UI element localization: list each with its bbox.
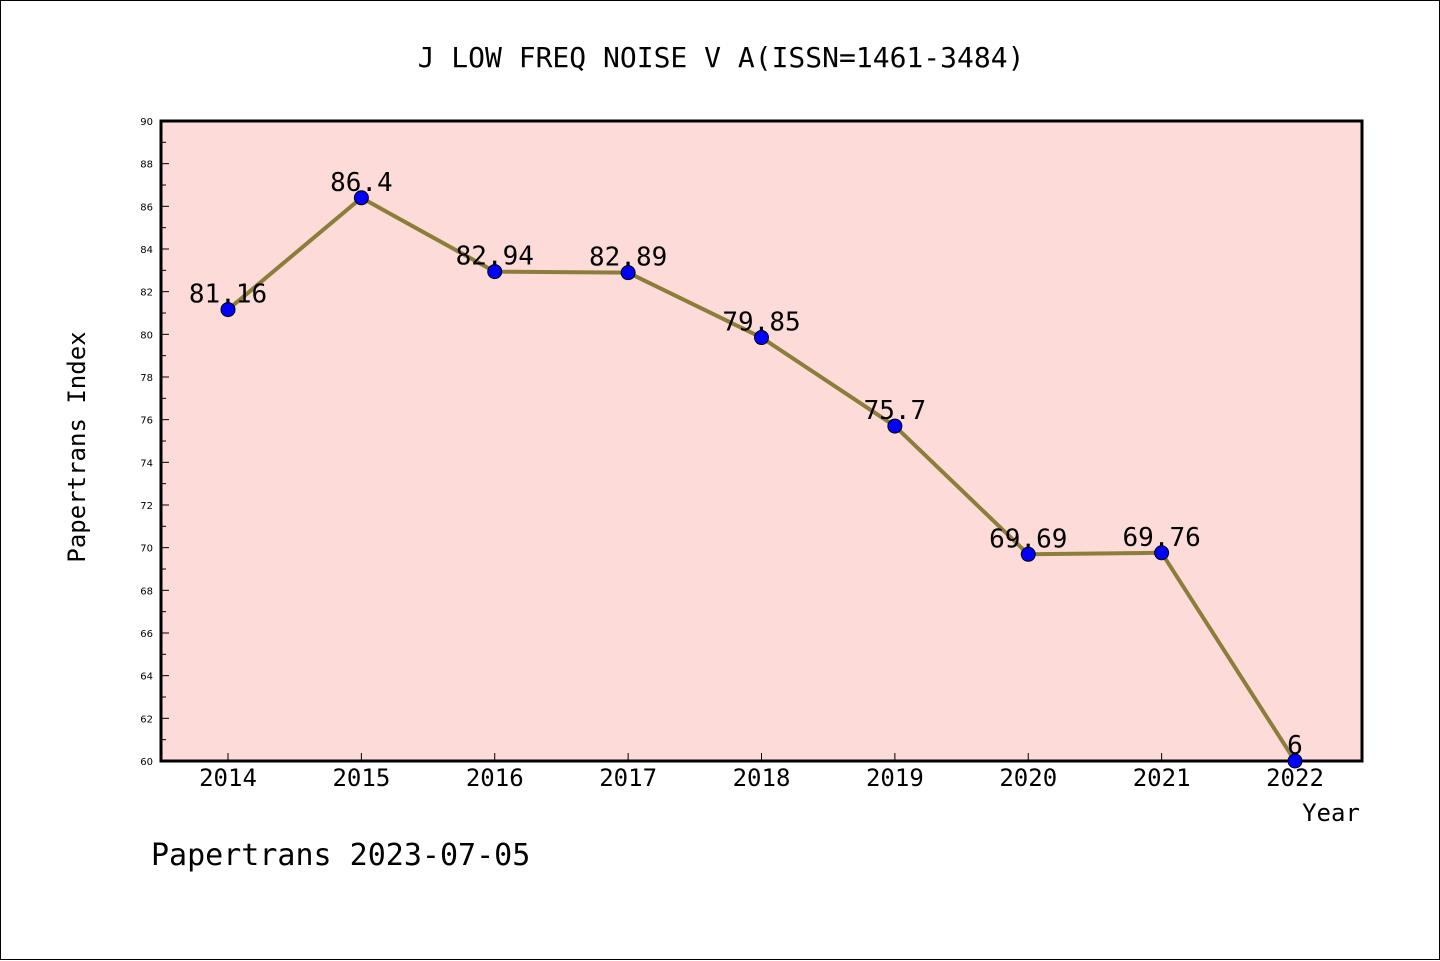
data-point <box>220 302 236 318</box>
data-label: 69.69 <box>989 524 1067 554</box>
footer-text: Papertrans 2023-07-05 <box>151 838 530 873</box>
x-tick-label: 2018 <box>733 764 791 792</box>
y-tick-label: 74 <box>140 458 153 469</box>
data-point <box>1020 546 1036 562</box>
data-label: 82.94 <box>456 242 534 272</box>
data-point <box>754 330 769 346</box>
x-axis-label: Year <box>1302 799 1360 827</box>
data-label: 6 <box>1287 731 1303 761</box>
data-label: 81.16 <box>189 280 267 310</box>
data-point <box>487 264 503 280</box>
y-tick-label: 80 <box>140 330 153 341</box>
x-tick-label: 2020 <box>999 764 1057 792</box>
data-point <box>887 418 903 434</box>
y-tick-label: 64 <box>140 672 153 683</box>
y-tick-label: 78 <box>140 373 153 384</box>
y-tick-label: 82 <box>140 288 153 299</box>
data-label: 82.89 <box>589 243 667 273</box>
data-point <box>620 265 636 281</box>
y-tick-label: 88 <box>140 160 153 171</box>
y-tick-label: 86 <box>140 202 153 213</box>
data-label: 75.7 <box>864 396 927 426</box>
y-tick-label: 68 <box>140 586 153 597</box>
x-tick-label: 2017 <box>599 764 657 792</box>
plot-area <box>159 119 1364 763</box>
y-tick-label: 76 <box>140 416 153 427</box>
y-tick-label: 60 <box>140 757 153 768</box>
y-tick-label: 72 <box>140 501 153 512</box>
x-tick-label: 2014 <box>199 764 257 792</box>
x-tick-label: 2022 <box>1266 764 1324 792</box>
x-tick-label: 2015 <box>332 764 390 792</box>
y-tick-label: 70 <box>140 544 153 555</box>
y-axis: 60 62 64 66 68 70 72 74 76 78 80 82 84 86 88 90 <box>140 117 169 768</box>
x-tick-label: 2019 <box>866 764 924 792</box>
y-tick-label: 66 <box>140 629 153 640</box>
y-axis-label: Papertrans Index <box>63 331 91 562</box>
y-tick-label: 62 <box>140 714 153 725</box>
data-point <box>1287 753 1303 769</box>
chart-title: J LOW FREQ NOISE V A(ISSN=1461-3484) <box>418 41 1025 74</box>
x-axis: 2014 2015 2016 2017 2018 2019 2020 2021 2022 <box>199 753 1324 792</box>
x-tick-label: 2016 <box>466 764 524 792</box>
data-label: 79.85 <box>722 308 800 338</box>
x-tick-label: 2021 <box>1133 764 1191 792</box>
data-point <box>1154 545 1170 561</box>
y-tick-label: 90 <box>140 117 153 128</box>
data-label: 86.4 <box>330 168 393 198</box>
y-tick-label: 84 <box>140 245 153 256</box>
data-point <box>353 190 369 206</box>
series-group: 81.16 86.4 82.94 82.89 79.85 75.7 69.69 69.76 6 <box>189 168 1303 769</box>
data-label: 69.76 <box>1122 523 1200 553</box>
